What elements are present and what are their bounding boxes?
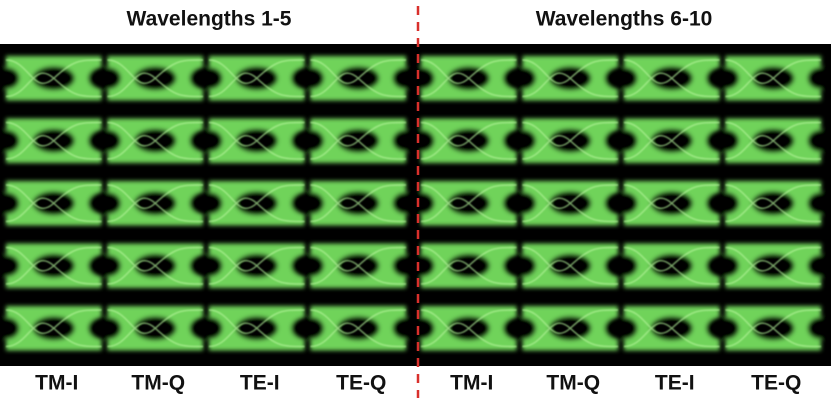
eye-diagram bbox=[297, 56, 419, 101]
column-label: TM-Q bbox=[546, 372, 600, 395]
eye-opening bbox=[712, 130, 739, 152]
eye-opening bbox=[408, 255, 435, 277]
eye-opening bbox=[509, 255, 536, 277]
eye-opening bbox=[611, 255, 638, 277]
eye-opening bbox=[712, 192, 739, 214]
eye-opening bbox=[611, 317, 638, 339]
group-title: Wavelengths 6-10 bbox=[536, 8, 713, 31]
eye-body bbox=[712, 181, 831, 226]
eye-diagram bbox=[297, 181, 419, 226]
eye-opening bbox=[94, 130, 121, 152]
eye-opening bbox=[509, 130, 536, 152]
eye-diagram bbox=[712, 119, 831, 164]
eye-opening bbox=[611, 192, 638, 214]
eye-opening bbox=[196, 130, 223, 152]
eye-body bbox=[712, 56, 831, 101]
eye-opening bbox=[611, 67, 638, 89]
eye-opening bbox=[509, 192, 536, 214]
eye-opening bbox=[196, 67, 223, 89]
eye-opening bbox=[408, 130, 435, 152]
column-label: TE-Q bbox=[336, 372, 386, 395]
eye-body bbox=[712, 119, 831, 164]
eye-opening bbox=[297, 317, 324, 339]
eye-diagram bbox=[297, 244, 419, 289]
eye-diagram bbox=[712, 181, 831, 226]
eye-opening bbox=[196, 192, 223, 214]
eye-diagram bbox=[297, 306, 419, 351]
eye-opening bbox=[94, 255, 121, 277]
column-label: TM-I bbox=[450, 372, 493, 395]
eye-opening bbox=[509, 67, 536, 89]
column-label: TE-I bbox=[655, 372, 695, 395]
eye-diagram bbox=[297, 119, 419, 164]
eye-opening bbox=[297, 130, 324, 152]
eye-body bbox=[712, 244, 831, 289]
eye-opening bbox=[196, 317, 223, 339]
eye-diagram bbox=[712, 244, 831, 289]
eye-opening bbox=[712, 67, 739, 89]
column-label: TM-I bbox=[35, 372, 78, 395]
eye-opening bbox=[297, 192, 324, 214]
eye-opening bbox=[94, 67, 121, 89]
eye-opening bbox=[712, 317, 739, 339]
figure: Wavelengths 1-5 TM-I TM-Q TE-I TE-Q Wavelengt… bbox=[0, 0, 831, 400]
eye-opening bbox=[408, 317, 435, 339]
group-title: Wavelengths 1-5 bbox=[127, 8, 292, 31]
eye-opening bbox=[509, 317, 536, 339]
column-label: TE-I bbox=[240, 372, 280, 395]
eye-opening bbox=[611, 130, 638, 152]
column-label: TM-Q bbox=[131, 372, 185, 395]
eye-opening bbox=[297, 255, 324, 277]
eye-diagram bbox=[712, 56, 831, 101]
eye-diagram bbox=[712, 306, 831, 351]
eye-opening bbox=[408, 192, 435, 214]
eye-body bbox=[712, 306, 831, 351]
eye-opening bbox=[712, 255, 739, 277]
eye-opening bbox=[94, 317, 121, 339]
eye-opening bbox=[196, 255, 223, 277]
column-label: TE-Q bbox=[751, 372, 801, 395]
eye-opening bbox=[408, 67, 435, 89]
eye-opening bbox=[297, 67, 324, 89]
eye-opening bbox=[94, 192, 121, 214]
